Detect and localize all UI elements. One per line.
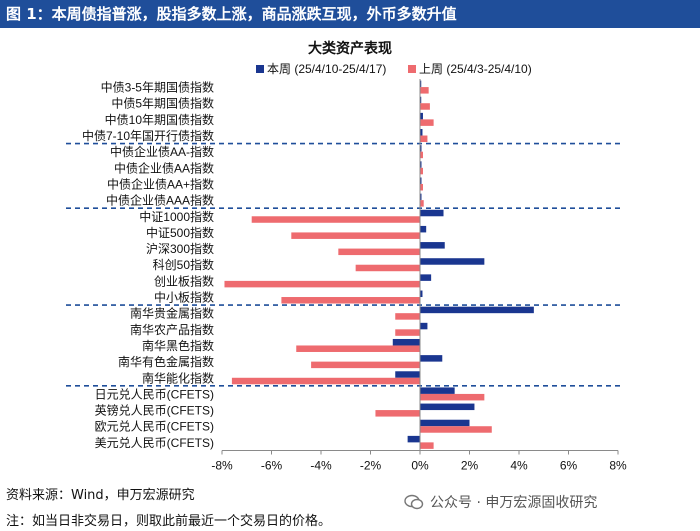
bar-this-week [420,258,485,265]
footnote: 注：如当日非交易日，则取此前最近一个交易日的价格。 [6,514,332,529]
x-tick-label: 8% [609,458,627,472]
category-label: 日元兑人民币(CFETS) [95,387,214,401]
category-label: 南华贵金属指数 [130,306,214,321]
legend-label-this-week: 本周 (25/4/10-25/4/17) [267,62,386,76]
bar-last-week [420,426,492,433]
bar-this-week [420,355,443,362]
category-label: 中债5年期国债指数 [111,96,214,111]
legend: 本周 (25/4/10-25/4/17) 上周 (25/4/3-25/4/10) [256,62,532,76]
category-label: 中证500指数 [146,225,214,240]
legend-label-last-week: 上周 (25/4/3-25/4/10) [419,62,532,76]
bar-this-week [420,387,455,394]
x-tick-label: -4% [310,458,332,472]
x-tick-label: -2% [360,458,382,472]
bar-this-week [420,419,470,427]
legend-swatch-last-week [408,65,416,73]
bar-last-week [420,183,423,191]
bar-this-week [420,225,427,233]
bar-last-week [231,377,420,385]
x-tick-label: -6% [261,458,283,472]
category-label: 中债7-10年国开行债指数 [82,128,214,143]
category-label: 南华有色金属指数 [118,354,214,369]
bar-this-week [420,322,428,330]
category-label: 南华农产品指数 [130,322,214,337]
category-label: 中债企业债AA指数 [114,160,214,175]
category-label: 南华黑色指数 [142,338,214,353]
bar-this-week [420,306,534,314]
bar-last-week [420,119,434,126]
bar-this-week [420,209,444,217]
bar-last-week [291,232,420,239]
bar-last-week [296,345,420,352]
category-label: 科创50指数 [153,257,214,272]
x-tick-label: 6% [560,458,578,472]
category-label: 中证1000指数 [139,209,214,224]
bar-this-week [420,161,422,168]
bar-this-week [420,242,445,249]
source-note: 资料来源：Wind，申万宏源研究 [6,488,195,503]
bar-last-week [420,200,424,207]
category-label: 南华能化指数 [142,370,214,385]
x-tick-label: 4% [510,458,528,472]
category-label: 中债企业债AA-指数 [110,144,214,159]
bar-this-week [420,145,422,152]
category-label: 创业板指数 [154,273,214,288]
watermark: 公众号 · 申万宏源固收研究 [404,492,597,512]
bar-this-week [420,112,423,120]
category-label: 欧元兑人民币(CFETS) [95,420,214,434]
bar-this-week [420,290,423,298]
bar-this-week [420,80,422,88]
category-label: 中债10年期国债指数 [105,112,214,127]
bar-last-week [338,248,420,256]
bar-this-week [420,129,423,136]
bar-last-week [420,151,423,159]
category-label: 中小板指数 [154,290,214,305]
bar-this-week [420,193,422,201]
bar-this-week [420,274,432,281]
bar-last-week [311,361,420,369]
category-label: 美元兑人民币(CFETS) [95,436,214,450]
bar-last-week [395,329,420,336]
category-label: 英镑兑人民币(CFETS) [95,403,214,418]
bar-last-week [420,167,423,175]
bar-last-week [420,87,429,94]
bar-last-week [224,280,420,288]
bar-this-week [407,435,420,443]
bar-chart: 大类资产表现 本周 (25/4/10-25/4/17) 上周 (25/4/3-2… [66,40,627,472]
x-tick-label: 0% [411,458,429,472]
bar-this-week [420,96,422,104]
bar-last-week [420,442,434,449]
bar-last-week [375,410,420,417]
bar-last-week [420,135,428,143]
bar-this-week [395,371,420,378]
bar-last-week [420,393,485,401]
category-label: 中债3-5年期国债指数 [101,80,214,95]
bar-last-week [420,103,430,110]
category-label: 中债企业债AAA指数 [106,193,214,208]
bar-last-week [355,264,420,272]
x-tick-label: 2% [461,458,479,472]
bar-last-week [281,297,420,304]
bar-last-week [395,313,420,320]
chart-title: 大类资产表现 [308,40,392,56]
x-tick-label: -8% [211,458,233,472]
bar-this-week [420,177,422,184]
bar-this-week [392,338,420,346]
legend-swatch-this-week [256,65,264,73]
bar-last-week [251,216,420,223]
wechat-icon [404,494,424,510]
category-label: 沪深300指数 [146,241,214,256]
watermark-text: 公众号 · 申万宏源固收研究 [430,495,598,511]
bar-this-week [420,403,475,411]
figure-title: 图 1：本周债指普涨，股指多数上涨，商品涨跌互现，外币多数升值 [0,0,700,28]
category-label: 中债企业债AA+指数 [107,176,214,191]
